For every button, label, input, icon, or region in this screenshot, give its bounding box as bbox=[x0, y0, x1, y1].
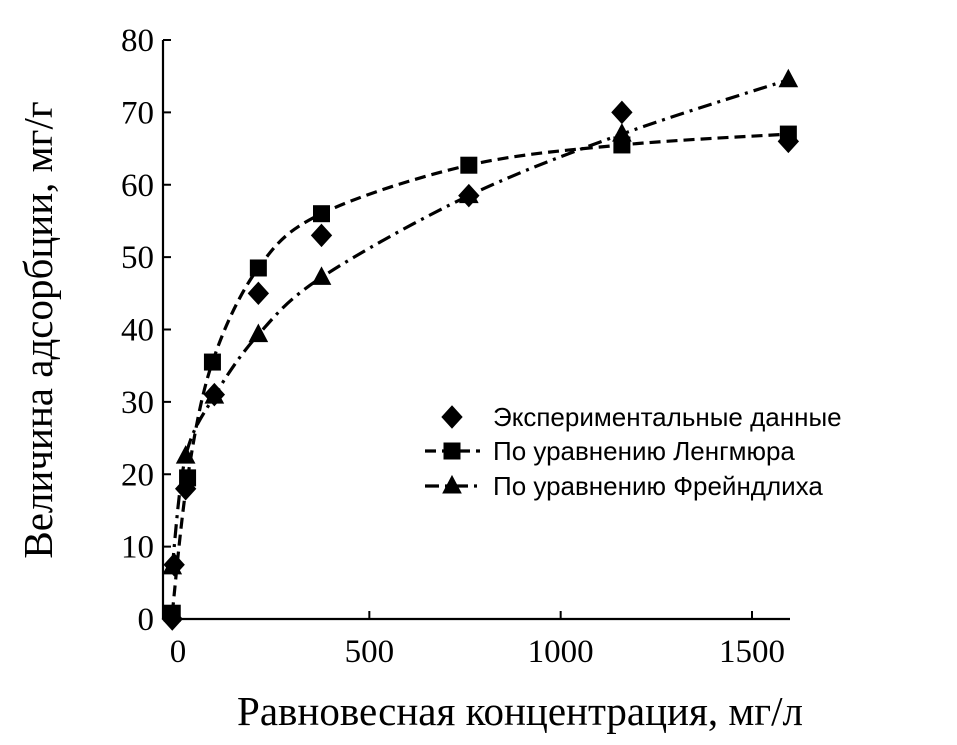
data-point-square bbox=[203, 353, 221, 371]
legend-label: По уравнению Ленгмюра bbox=[493, 436, 795, 466]
data-point-square bbox=[313, 205, 330, 223]
x-ticks: 0 500 1000 1500 bbox=[170, 611, 785, 670]
series-line-dashed bbox=[170, 132, 789, 614]
data-point-triangle bbox=[175, 445, 196, 464]
data-point-triangle bbox=[162, 555, 183, 575]
y-tick-label: 30 bbox=[121, 385, 154, 421]
legend-marker-diamond bbox=[441, 405, 463, 429]
data-point-triangle bbox=[612, 123, 632, 142]
legend-marker-triangle bbox=[442, 474, 462, 494]
data-point-diamond bbox=[247, 281, 270, 306]
series-layer bbox=[161, 68, 800, 631]
data-point-diamond bbox=[310, 223, 333, 248]
y-tick-label: 60 bbox=[121, 168, 154, 204]
data-point-triangle bbox=[204, 385, 225, 404]
y-tick-label: 80 bbox=[121, 23, 154, 59]
y-tick-label: 10 bbox=[121, 530, 154, 566]
legend-item: По уравнению Фрейндлиха bbox=[425, 471, 823, 501]
data-point-triangle bbox=[248, 323, 269, 343]
x-tick-label: 1000 bbox=[528, 634, 594, 670]
series-diamond bbox=[161, 100, 800, 631]
legend: Экспериментальные данные По уравнению Лен… bbox=[425, 402, 842, 501]
data-point-square bbox=[249, 259, 267, 277]
y-axis-title: Величина адсорбции, мг/г bbox=[15, 101, 61, 558]
series-triangle bbox=[162, 68, 799, 575]
x-tick-label: 500 bbox=[345, 634, 395, 670]
data-point-square bbox=[779, 125, 797, 143]
y-tick-label: 50 bbox=[121, 240, 154, 276]
series-square bbox=[163, 125, 797, 622]
legend-item: По уравнению Ленгмюра bbox=[425, 436, 795, 466]
data-point-square bbox=[163, 604, 181, 622]
y-tick-label: 70 bbox=[121, 95, 154, 131]
data-point-triangle bbox=[311, 266, 332, 285]
legend-marker-square bbox=[443, 442, 461, 460]
y-tick-label: 40 bbox=[121, 313, 154, 349]
x-axis-title: Равновесная концентрация, мг/л bbox=[237, 688, 803, 734]
y-tick-label: 20 bbox=[121, 457, 154, 493]
data-point-diamond bbox=[611, 100, 633, 125]
y-ticks: 0 10 20 30 40 50 60 70 80 bbox=[121, 23, 171, 638]
data-point-triangle bbox=[458, 184, 479, 204]
legend-item: Экспериментальные данные bbox=[441, 402, 842, 432]
data-point-triangle bbox=[778, 68, 799, 88]
x-tick-label: 0 bbox=[170, 634, 187, 670]
y-tick-label: 0 bbox=[138, 602, 155, 638]
legend-label: По уравнению Фрейндлиха bbox=[493, 471, 823, 501]
data-point-square bbox=[460, 156, 478, 174]
x-tick-label: 1500 bbox=[719, 634, 785, 670]
legend-label: Экспериментальные данные bbox=[493, 402, 842, 432]
